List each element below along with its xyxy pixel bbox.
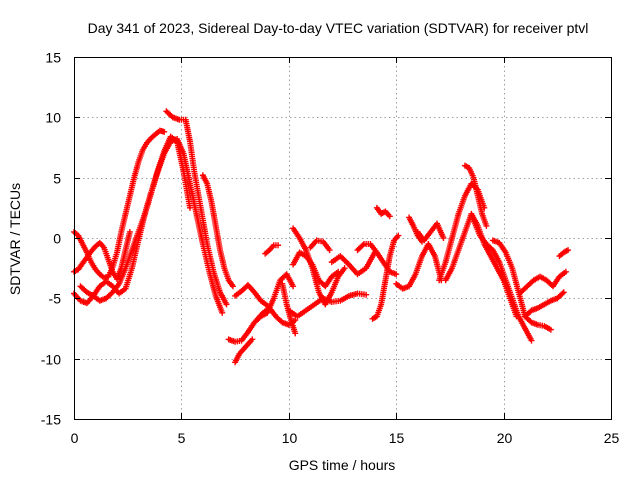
- series-arc-20: [373, 204, 393, 220]
- data-point: [161, 128, 168, 135]
- series-arc-29: [517, 268, 569, 296]
- data-point: [249, 336, 256, 343]
- x-axis-label: GPS time / hours: [289, 457, 396, 473]
- series-arc-21: [393, 241, 445, 292]
- data-point: [395, 232, 402, 239]
- x-axis: 0 5 10 15 20 25: [71, 57, 620, 446]
- grid: [74, 57, 611, 419]
- data-point: [560, 289, 567, 296]
- series-arc-14: [290, 249, 342, 290]
- data-point: [335, 268, 342, 275]
- data-point: [547, 326, 554, 333]
- series-arc-9: [232, 336, 256, 366]
- series-arc-2: [71, 228, 133, 283]
- series-arc-5: [163, 108, 230, 308]
- y-tick-label: 15: [45, 50, 61, 66]
- data-point: [275, 242, 282, 249]
- data-point: [326, 247, 333, 254]
- series-arc-16: [307, 237, 333, 254]
- series-arc-18: [354, 241, 400, 278]
- data-point: [386, 213, 393, 220]
- y-tick-label: -15: [41, 412, 61, 428]
- chart-title: Day 341 of 2023, Sidereal Day-to-day VTE…: [88, 20, 589, 36]
- data-point: [292, 330, 299, 337]
- data-points: [71, 108, 572, 366]
- y-tick-label: 0: [53, 231, 61, 247]
- series-arc-6: [199, 172, 236, 290]
- series-arc-15: [285, 290, 370, 320]
- data-point: [562, 268, 569, 275]
- data-point: [126, 228, 133, 235]
- y-axis-label: SDTVAR / TECUs: [7, 183, 23, 295]
- x-tick-label: 15: [389, 430, 405, 446]
- data-point: [565, 247, 572, 254]
- series-arc-27: [470, 216, 535, 344]
- series-arc-8: [232, 282, 271, 309]
- series-arc-1: [71, 127, 168, 281]
- series-arc-19: [369, 232, 402, 322]
- series-arc-13: [290, 225, 348, 308]
- y-axis: -15 -10 -5 0 5 10 15: [41, 50, 611, 428]
- data-point: [290, 283, 297, 290]
- x-tick-label: 10: [282, 430, 298, 446]
- x-tick-label: 25: [604, 430, 620, 446]
- x-tick-label: 20: [497, 430, 513, 446]
- data-point: [363, 291, 370, 298]
- y-tick-label: 10: [45, 110, 61, 126]
- series-arc-30: [522, 289, 567, 320]
- y-tick-label: -10: [41, 352, 61, 368]
- data-point: [440, 235, 447, 241]
- data-point: [186, 204, 193, 211]
- series-arc-31: [556, 247, 572, 260]
- data-point: [528, 337, 535, 344]
- series-arc-4: [77, 136, 226, 316]
- data-point: [223, 301, 230, 308]
- x-tick-label: 0: [71, 430, 79, 446]
- series-arc-23: [414, 220, 447, 244]
- series-arc-17: [328, 249, 378, 278]
- series-arc-26: [461, 162, 490, 229]
- y-tick-label: 5: [53, 171, 61, 187]
- y-tick-label: -5: [49, 291, 62, 307]
- data-point: [341, 265, 348, 272]
- series-arc-3: [71, 133, 193, 307]
- series-arc-12: [262, 242, 282, 257]
- data-point: [219, 309, 226, 316]
- data-point: [483, 222, 490, 229]
- data-point: [559, 290, 566, 297]
- data-point: [359, 242, 366, 249]
- x-tick-label: 5: [178, 430, 186, 446]
- data-point: [393, 271, 400, 278]
- data-point: [229, 283, 236, 290]
